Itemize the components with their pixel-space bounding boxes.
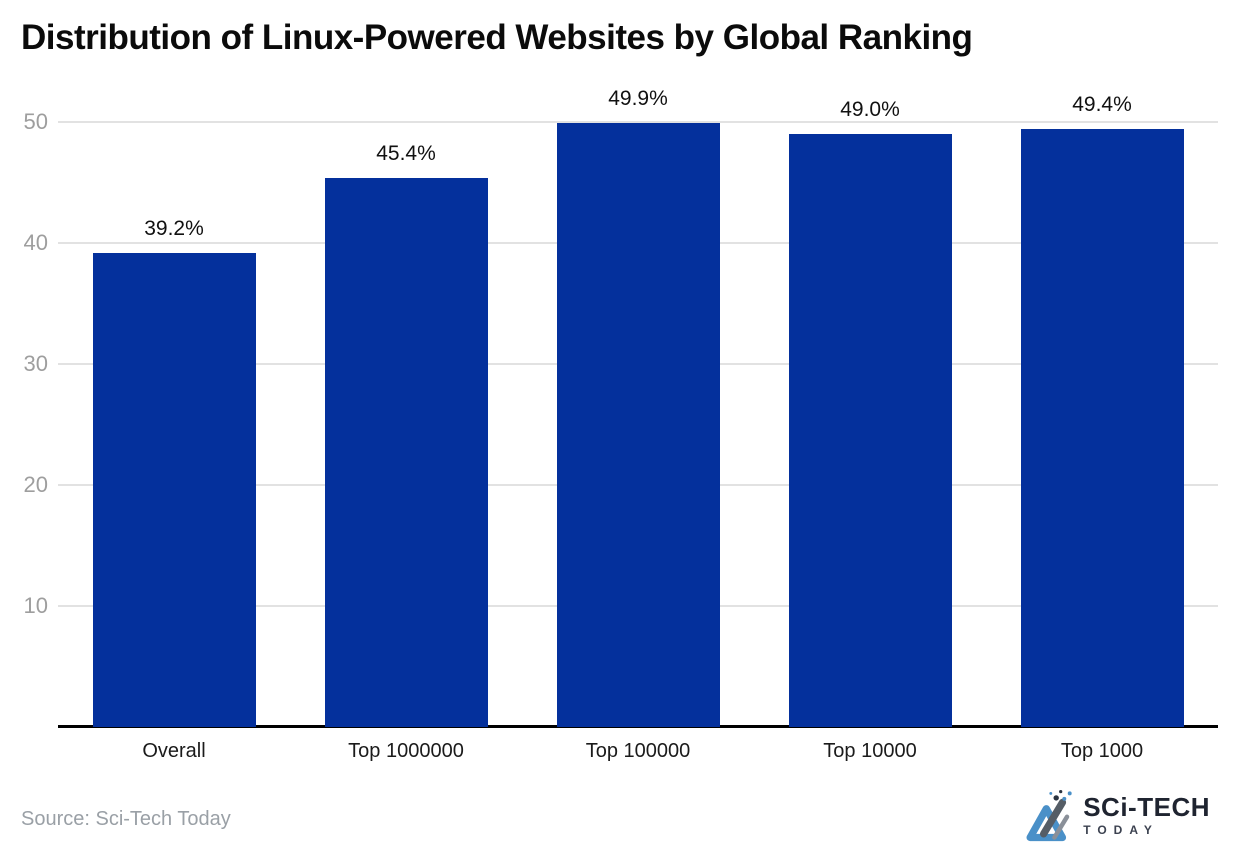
scitech-logo-icon	[1026, 789, 1072, 842]
bar-top-100000	[557, 123, 720, 727]
logo-sub-text: TODAY	[1083, 822, 1159, 837]
y-tick-label-20: 20	[23, 472, 48, 497]
logo-main-text: SCi-TECH	[1083, 791, 1210, 822]
x-tick-label: Overall	[142, 740, 206, 762]
y-tick-label-50: 50	[23, 109, 48, 134]
x-tick-label: Top 100000	[585, 740, 691, 762]
y-tick-label-10: 10	[23, 593, 48, 618]
gridline-50	[58, 121, 1218, 123]
bar-value-label: 49.4%	[1072, 93, 1132, 116]
bar-value-label: 39.2%	[144, 217, 204, 240]
bar-top-10000	[789, 134, 952, 727]
scitech-today-logo: SCi-TECH TODAY	[1022, 786, 1210, 844]
y-tick-label-30: 30	[23, 351, 48, 376]
x-tick-label: Top 1000	[1060, 740, 1144, 762]
x-tick-label: Top 10000	[823, 740, 917, 762]
y-tick-label-40: 40	[23, 230, 48, 255]
chart-title: Distribution of Linux-Powered Websites b…	[21, 18, 973, 57]
bar-value-label: 49.0%	[840, 98, 900, 121]
bar-top-1000000	[325, 178, 488, 727]
logo-text: SCi-TECH TODAY	[1083, 794, 1210, 837]
plot-area: 10 20 30 40 50 39.2% Overall 45.4% Top 1000000 49…	[24, 87, 1218, 762]
x-tick-label: Top 1000000	[348, 740, 464, 762]
bar-overall	[93, 253, 256, 727]
bar-top-1000	[1021, 129, 1184, 727]
bar-value-label: 49.9%	[608, 87, 668, 110]
source-note: Source: Sci-Tech Today	[21, 808, 231, 830]
bar-value-label: 45.4%	[376, 142, 436, 165]
